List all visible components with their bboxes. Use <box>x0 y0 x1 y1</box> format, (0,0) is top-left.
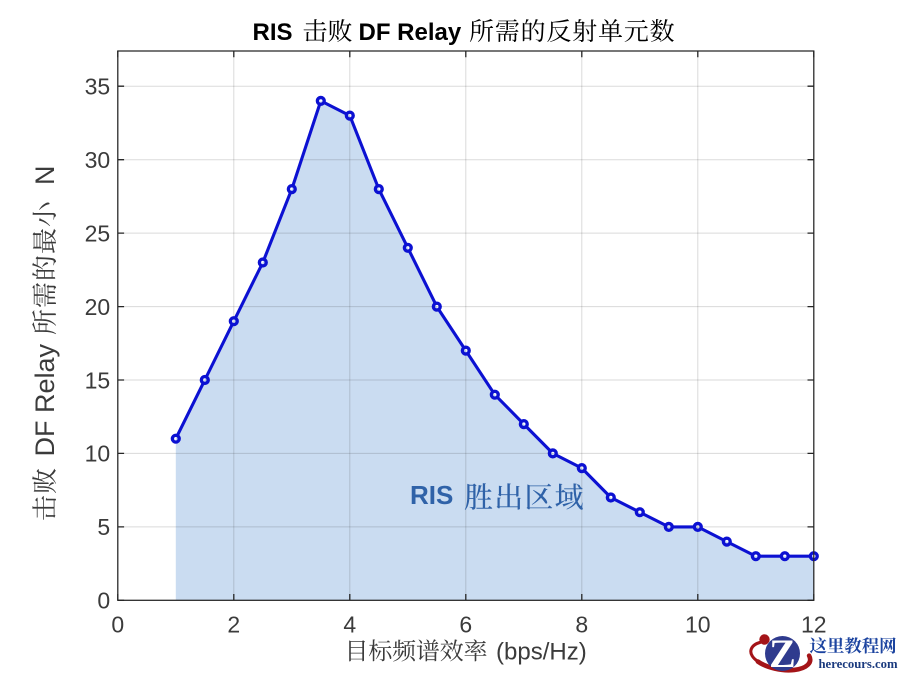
svg-text:25: 25 <box>85 220 111 246</box>
svg-text:2: 2 <box>227 611 240 637</box>
svg-text:35: 35 <box>85 74 111 100</box>
svg-text:DF Relay: DF Relay <box>359 19 462 46</box>
svg-text:6: 6 <box>459 611 472 637</box>
svg-text:0: 0 <box>111 611 124 637</box>
svg-text:10: 10 <box>685 611 711 637</box>
svg-text:(bps/Hz): (bps/Hz) <box>496 639 587 666</box>
svg-text:0: 0 <box>97 588 110 614</box>
svg-text:4: 4 <box>343 611 356 637</box>
svg-text:8: 8 <box>575 611 588 637</box>
svg-text:N: N <box>30 166 60 186</box>
svg-text:RIS: RIS <box>253 19 293 46</box>
svg-text:herecours.com: herecours.com <box>819 657 898 671</box>
svg-text:5: 5 <box>97 514 110 540</box>
svg-text:20: 20 <box>85 294 111 320</box>
svg-text:12: 12 <box>801 611 827 637</box>
svg-text:30: 30 <box>85 147 111 173</box>
svg-text:Z: Z <box>769 631 796 675</box>
svg-text:15: 15 <box>85 367 111 393</box>
svg-text:10: 10 <box>85 441 111 467</box>
svg-text:RIS: RIS <box>410 480 453 510</box>
svg-text:DF Relay: DF Relay <box>30 343 60 456</box>
